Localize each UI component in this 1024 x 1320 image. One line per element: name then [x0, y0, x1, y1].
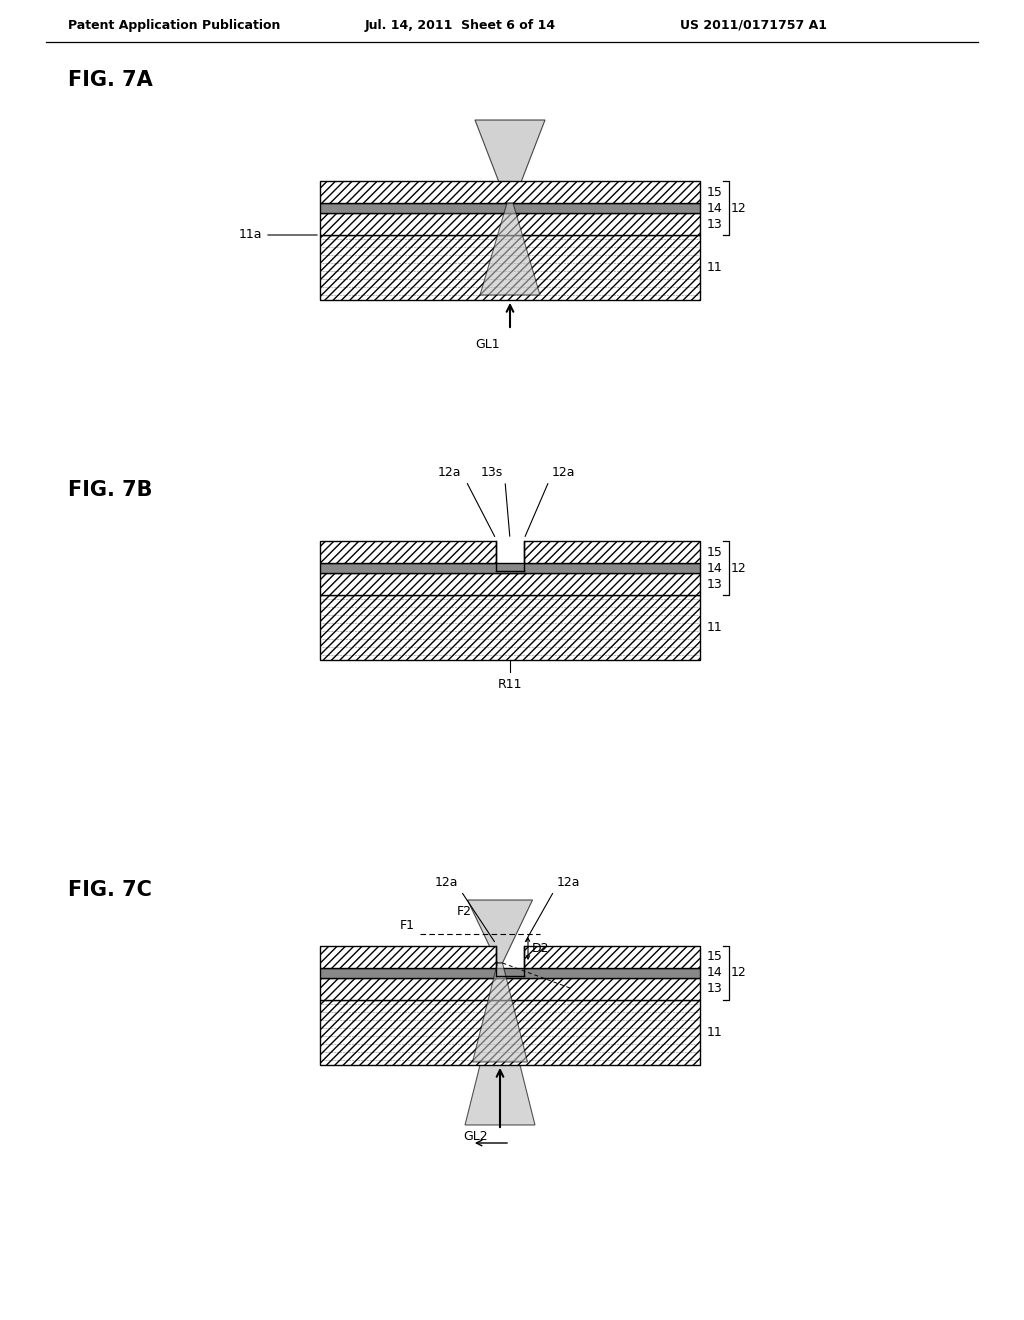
Text: US 2011/0171757 A1: US 2011/0171757 A1 [680, 18, 827, 32]
Text: 13s: 13s [480, 466, 503, 479]
Text: 12: 12 [731, 202, 746, 214]
Bar [524, 541, 700, 564]
Bar [319, 564, 700, 573]
Bar [524, 946, 700, 968]
Text: 11: 11 [707, 620, 723, 634]
Text: FIG. 7C: FIG. 7C [68, 880, 152, 900]
Bar [319, 946, 496, 968]
Bar [319, 595, 700, 660]
Bar [319, 968, 700, 978]
Polygon shape [475, 120, 545, 203]
Text: F2: F2 [457, 906, 472, 917]
Text: GL1: GL1 [475, 338, 500, 351]
Text: 14: 14 [707, 966, 723, 979]
Bar [319, 203, 700, 213]
Bar [319, 181, 700, 203]
Text: 12a: 12a [437, 466, 461, 479]
Bar [319, 978, 700, 1001]
Text: 11: 11 [707, 261, 723, 275]
Text: 14: 14 [707, 561, 723, 574]
Text: D2: D2 [532, 942, 550, 954]
Text: 14: 14 [707, 202, 723, 214]
Text: 12a: 12a [552, 466, 575, 479]
Bar [319, 235, 700, 300]
Bar [319, 1001, 700, 1065]
Polygon shape [465, 1065, 535, 1125]
Text: Jul. 14, 2011  Sheet 6 of 14: Jul. 14, 2011 Sheet 6 of 14 [365, 18, 556, 32]
Text: Patent Application Publication: Patent Application Publication [68, 18, 281, 32]
Bar [319, 541, 496, 564]
Text: 12: 12 [731, 561, 746, 574]
Text: 15: 15 [707, 545, 723, 558]
Text: 13: 13 [707, 982, 723, 995]
Bar [319, 213, 700, 235]
Text: F1: F1 [400, 919, 415, 932]
Text: GL2: GL2 [464, 1130, 488, 1143]
Bar [319, 573, 700, 595]
Text: 12a: 12a [557, 876, 581, 888]
Text: R11: R11 [498, 678, 522, 690]
Text: 11: 11 [707, 1026, 723, 1039]
Polygon shape [468, 900, 532, 964]
Text: 11a: 11a [239, 228, 262, 242]
Text: 12a: 12a [434, 876, 458, 888]
Text: 15: 15 [707, 950, 723, 964]
Text: 15: 15 [707, 186, 723, 198]
Text: 13: 13 [707, 218, 723, 231]
Polygon shape [472, 964, 527, 1063]
Text: FIG. 7A: FIG. 7A [68, 70, 153, 90]
Text: FIG. 7B: FIG. 7B [68, 480, 153, 500]
Text: 12: 12 [731, 966, 746, 979]
Text: 13: 13 [707, 578, 723, 590]
Polygon shape [480, 203, 540, 294]
